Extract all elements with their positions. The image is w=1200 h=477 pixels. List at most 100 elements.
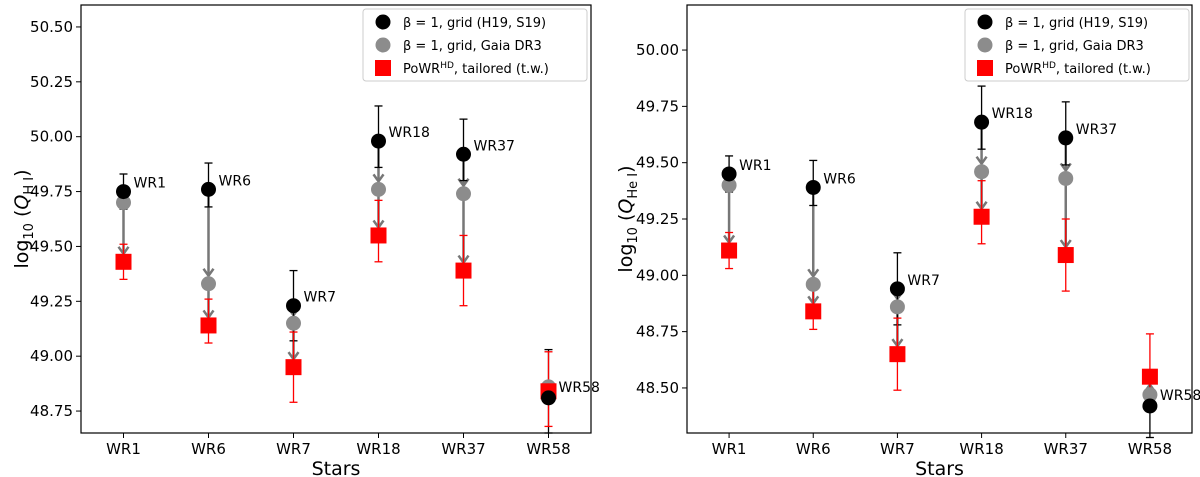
y-axis-title: log10 (QH I) [11,169,37,268]
y-tick-label: 49.50 [30,237,73,255]
point-label: WR37 [1076,122,1117,138]
y-axis-title-qsub: H I [22,177,37,195]
grid-h19-s19-point [456,146,471,162]
powr-tailored-point [115,253,132,270]
legend-label-main: PoWR [1005,62,1042,77]
y-tick-label: 48.75 [636,323,679,341]
arrow-head [372,173,385,184]
x-axis-title: Stars [915,458,964,477]
x-tick-label: WR37 [1044,440,1088,458]
y-axis-title-sub: 10 [626,227,641,244]
point-label: WR7 [907,273,939,289]
y-axis-title: log10 (QHe I) [615,165,641,272]
point-label: WR6 [219,173,252,189]
legend-label-sup: HD [1042,61,1056,71]
point-label: WR7 [304,290,336,306]
legend-label-rest: , tailored (t.w.) [454,62,549,77]
y-tick-label: 49.50 [636,154,679,172]
legend-label: PoWRHD, tailored (t.w.) [403,61,549,77]
x-tick-label: WR6 [191,440,226,458]
grid-h19-s19-point [1142,398,1158,414]
powr-tailored-point [285,359,302,376]
y-axis-title-sub: 10 [22,223,37,240]
grid-h19-s19-point [371,133,386,149]
powr-tailored-point [1141,368,1158,385]
y-axis-title-log: log [615,244,637,273]
y-tick-label: 50.25 [30,73,73,91]
y-tick-label: 49.00 [30,347,73,365]
x-tick-label: WR1 [106,440,141,458]
arrow-head [202,268,215,278]
y-tick-label: 50.00 [636,41,679,59]
y-tick-label: 50.00 [30,128,73,146]
gaia-dr3-point [1142,387,1158,403]
y-axis-title-paren: ( [11,210,33,223]
legend-label: β = 1, grid (H19, S19) [1005,16,1148,31]
point-label: WR58 [559,380,600,396]
x-tick-label: WR58 [1128,440,1172,458]
gaia-dr3-point [721,177,737,193]
x-tick-label: WR1 [712,440,747,458]
plot-frame [80,4,592,434]
legend-label: β = 1, grid (H19, S19) [403,16,546,31]
legend-label-rest: , tailored (t.w.) [1056,62,1151,77]
y-axis-title-qsub: He I [626,173,641,199]
gaia-dr3-point [371,181,386,197]
point-label: WR37 [474,138,515,154]
x-tick-label: WR7 [276,440,311,458]
y-tick-label: 49.25 [636,210,679,228]
grid-h19-s19-point [286,298,301,314]
legend-marker [977,14,993,30]
legend-marker [375,37,391,53]
y-tick-label: 49.25 [30,292,73,310]
y-axis-title-paren: ( [615,214,637,227]
y-tick-label: 49.75 [30,183,73,201]
gaia-dr3-point [974,164,990,180]
x-tick-label: WR18 [959,440,1003,458]
x-tick-label: WR58 [526,440,570,458]
x-axis-title: Stars [312,458,361,477]
y-axis-title-paren-close: ) [11,169,33,176]
grid-h19-s19-point [805,179,821,195]
x-tick-label: WR7 [880,440,915,458]
point-label: WR18 [389,125,430,141]
gaia-dr3-point [201,276,216,292]
legend-marker [375,60,391,76]
left-chart-panel: 48.75 49.00 49.25 49.50 49.75 50.00 50.25 50.50… [11,4,600,477]
legend-label: PoWRHD, tailored (t.w.) [1005,61,1151,77]
legend-label-sup: HD [440,61,454,71]
grid-h19-s19-point [116,184,131,200]
gaia-dr3-point [1058,170,1074,186]
point-label: WR18 [992,106,1033,122]
grid-h19-s19-point [541,390,556,406]
powr-tailored-point [721,242,738,259]
powr-tailored-point [455,262,472,279]
powr-tailored-point [1057,247,1074,264]
point-label: WR1 [739,158,771,174]
point-label: WR1 [134,176,166,192]
arrow-head [1059,162,1072,173]
powr-tailored-point [200,317,217,334]
legend-marker [977,37,993,53]
point-label: WR6 [823,171,856,187]
y-tick-label: 48.75 [30,402,73,420]
y-axis-title-paren-close: ) [615,165,637,172]
legend-label-main: PoWR [403,62,440,77]
x-tick-label: WR6 [796,440,831,458]
x-tick-label: WR18 [356,440,400,458]
legend-box [362,8,588,82]
grid-h19-s19-point [1058,130,1074,146]
grid-h19-s19-point [889,281,905,297]
legend-label: β = 1, grid, Gaia DR3 [403,39,542,54]
powr-tailored-point [973,208,990,225]
grid-h19-s19-point [201,181,216,197]
gaia-dr3-point [889,299,905,315]
y-tick-label: 49.75 [636,97,679,115]
grid-h19-s19-point [974,114,990,130]
legend-box [964,8,1190,82]
powr-tailored-point [889,346,906,363]
gaia-dr3-point [286,315,301,331]
legend-label: β = 1, grid, Gaia DR3 [1005,39,1144,54]
y-tick-label: 50.50 [30,18,73,36]
y-axis-title-log: log [11,240,33,269]
